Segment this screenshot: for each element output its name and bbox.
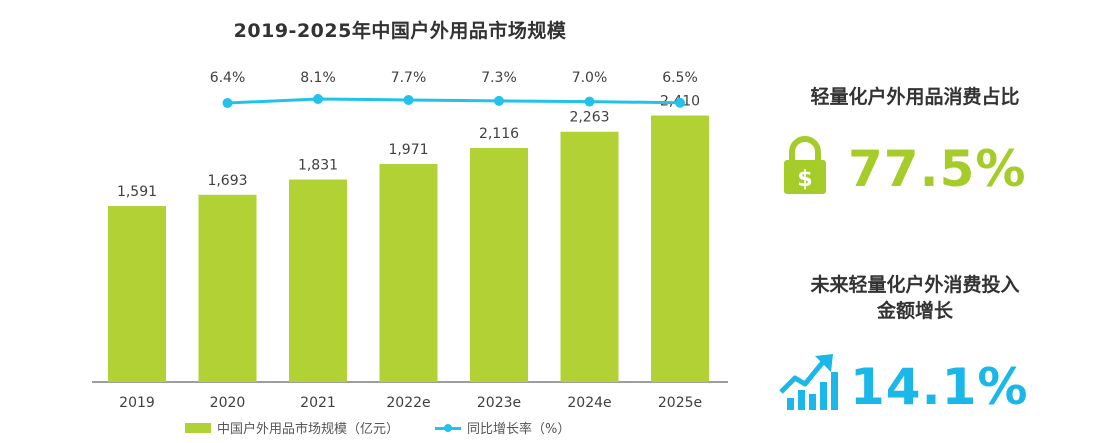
lock-dollar-icon: $: [782, 135, 828, 201]
bar-value-label: 2,263: [569, 110, 609, 126]
bar-2023e: [470, 147, 528, 382]
x-tick-label: 2023e: [477, 395, 521, 411]
growth-rate-line: [227, 97, 681, 105]
growth-rate-point: [313, 94, 323, 104]
x-tick-label: 2024e: [567, 395, 611, 411]
x-tick-label: 2025e: [658, 395, 702, 411]
chart-legend: 中国户外用品市场规模（亿元） 同比增长率（%）: [185, 418, 606, 437]
x-tick-label: 2019: [119, 395, 155, 411]
growth-rate-label: 7.7%: [391, 70, 427, 86]
bar-2020: [198, 194, 257, 382]
growth-rate-point: [675, 97, 685, 108]
growth-rate-point: [494, 95, 504, 106]
bar-2022e: [379, 164, 438, 382]
bar-2021: [289, 179, 347, 382]
legend-label-line: 同比增长率（%）: [467, 422, 571, 437]
legend-swatch-bar: [185, 422, 211, 433]
x-tick-label: 2020: [210, 395, 246, 411]
growth-rate-label: 7.0%: [572, 70, 608, 86]
growth-rate-label: 8.1%: [300, 70, 336, 86]
bar-2019: [108, 206, 166, 382]
legend-swatch-line: [435, 423, 462, 433]
growth-stat-title-line1: 未来轻量化户外消费投入: [810, 274, 1020, 296]
share-stat-title: 轻量化户外用品消费占比: [810, 86, 1020, 108]
bar-2024e: [560, 131, 619, 382]
growth-stat-title: 未来轻量化户外消费投入 金额增长: [770, 272, 1060, 324]
share-stat-value: 77.5%: [848, 140, 1027, 198]
bar-line-chart: 1,591 2019 1,693 2020 1,831 2021 1,971 2022e 2,1…: [92, 70, 728, 411]
bar-value-label: 1,971: [388, 142, 428, 158]
growth-stat-title-line2: 金额增长: [876, 300, 953, 322]
legend-label-bar: 中国户外用品市场规模（亿元）: [217, 422, 400, 437]
bar-value-label: 2,116: [479, 126, 519, 142]
growth-rate-label: 6.4%: [210, 70, 246, 86]
growth-rate-label: 7.3%: [481, 70, 517, 86]
legend-item-bar: 中国户外用品市场规模（亿元）: [185, 418, 399, 437]
growth-rate-point: [222, 98, 233, 108]
growth-rate-label: 6.5%: [662, 70, 698, 86]
growth-stat-value: 14.1%: [850, 358, 1029, 416]
growth-rate-point: [403, 94, 414, 105]
legend-item-line: 同比增长率（%）: [435, 418, 570, 437]
x-tick-label: 2022e: [386, 395, 430, 411]
chart-title: 2019-2025年中国户外用品市场规模: [233, 20, 567, 42]
x-tick-label: 2021: [300, 395, 336, 411]
bar-value-label: 1,591: [117, 184, 157, 200]
bar-value-label: 1,693: [207, 173, 247, 189]
growth-chart-icon: [779, 352, 839, 416]
svg-text:$: $: [797, 167, 812, 192]
bar-value-label: 1,831: [298, 158, 338, 174]
bar-2025e: [651, 115, 709, 382]
growth-rate-point: [584, 96, 595, 107]
